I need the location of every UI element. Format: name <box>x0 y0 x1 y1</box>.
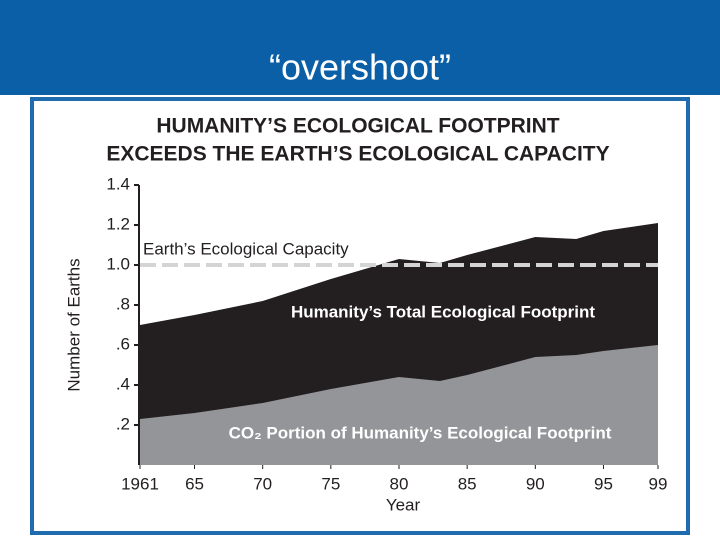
reference-label: Earth’s Ecological Capacity <box>143 239 349 258</box>
y-axis-title: Number of Earths <box>64 258 83 391</box>
x-tick-label: 90 <box>526 474 545 493</box>
y-tick-label: 1.4 <box>106 174 130 193</box>
y-tick-label: 1.0 <box>106 254 130 273</box>
series-label: CO₂ Portion of Humanity’s Ecological Foo… <box>229 423 612 442</box>
x-tick-label: 85 <box>458 474 477 493</box>
series-label: Humanity’s Total Ecological Footprint <box>291 302 595 321</box>
y-tick-label: .8 <box>116 294 130 313</box>
x-tick-label: 65 <box>185 474 204 493</box>
x-tick-label: 99 <box>649 474 668 493</box>
x-tick-label: 70 <box>253 474 272 493</box>
y-tick-label: .4 <box>116 374 130 393</box>
header-bar <box>0 0 720 95</box>
area <box>140 345 658 465</box>
y-tick-label: .2 <box>116 414 130 433</box>
x-tick-label: 80 <box>390 474 409 493</box>
y-tick-label: 1.2 <box>106 214 130 233</box>
x-tick-label: 95 <box>594 474 613 493</box>
chart-title: HUMANITY’S ECOLOGICAL FOOTPRINT <box>156 115 559 138</box>
slide-title: “overshoot” <box>269 47 451 88</box>
chart-subtitle: EXCEEDS THE EARTH’S ECOLOGICAL CAPACITY <box>106 143 609 166</box>
y-tick-label: .6 <box>116 334 130 353</box>
x-axis-title: Year <box>386 495 421 514</box>
x-tick-label: 75 <box>321 474 340 493</box>
x-tick-label: 1961 <box>121 474 159 493</box>
